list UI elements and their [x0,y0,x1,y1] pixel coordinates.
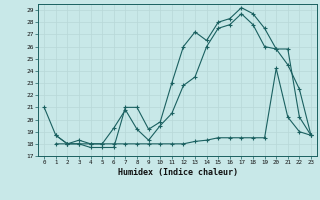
X-axis label: Humidex (Indice chaleur): Humidex (Indice chaleur) [118,168,238,177]
